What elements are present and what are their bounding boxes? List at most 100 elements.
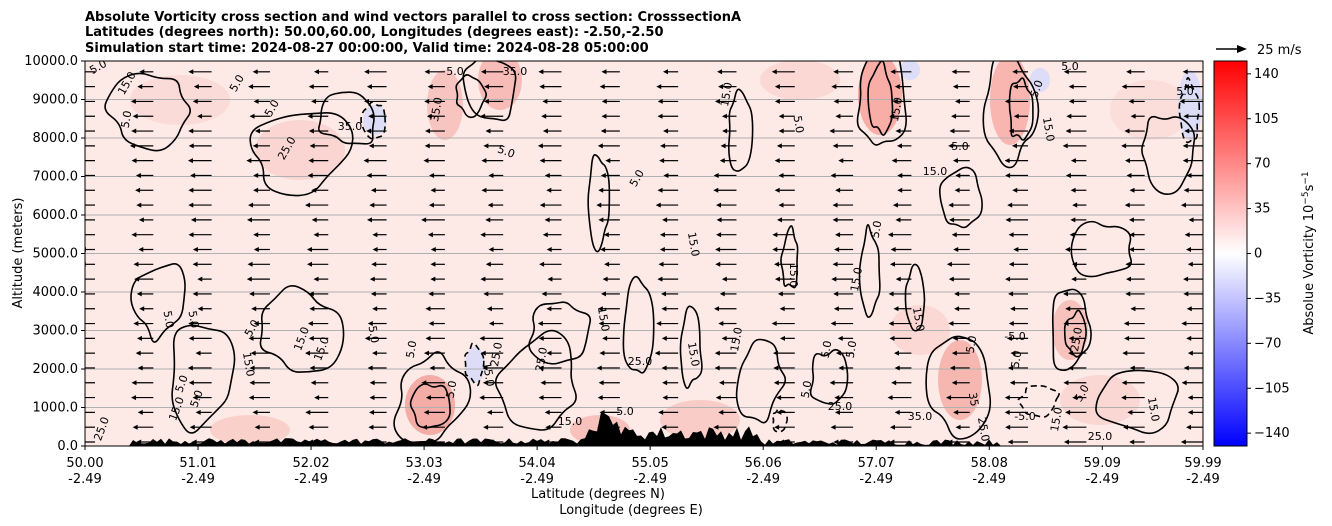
wind-vector xyxy=(311,217,329,223)
colorbar-tick-label: 0 xyxy=(1254,247,1262,262)
wind-vector xyxy=(254,424,270,430)
wind-vector-head xyxy=(834,409,840,415)
wind-vector-head xyxy=(479,395,485,401)
wind-vector-head xyxy=(1008,232,1014,238)
x-tick-label-lon: -2.49 xyxy=(859,472,893,487)
wind-vector xyxy=(137,84,154,90)
wind-vector xyxy=(485,217,504,223)
wind-vector xyxy=(832,143,854,149)
wind-vector-head xyxy=(366,128,372,134)
wind-vector xyxy=(713,424,737,430)
wind-vector xyxy=(85,426,95,428)
wind-vector xyxy=(188,202,212,208)
wind-vector-head xyxy=(430,187,436,193)
y-axis-label: Altitude (meters) xyxy=(11,198,26,309)
wind-vector-head xyxy=(131,158,137,164)
colorbar-tick-label: −140 xyxy=(1254,426,1290,441)
wind-vector xyxy=(1065,247,1087,252)
wind-vector xyxy=(1005,424,1029,430)
wind-vector xyxy=(248,202,270,208)
wind-vector xyxy=(1070,187,1087,193)
wind-vector xyxy=(131,232,154,238)
wind-vector-head xyxy=(1183,291,1189,297)
wind-vector xyxy=(307,113,329,119)
wind-vector-head xyxy=(544,217,550,223)
wind-vector-head xyxy=(952,335,958,341)
wind-vector-head xyxy=(1065,306,1071,312)
wind-vector xyxy=(85,396,95,399)
wind-vector-head xyxy=(718,321,724,327)
wind-vector xyxy=(604,261,620,267)
wind-vector xyxy=(890,247,912,252)
wind-vector-head xyxy=(428,202,434,208)
wind-vector-head xyxy=(137,365,143,371)
wind-vector xyxy=(366,128,387,134)
wind-vector-head xyxy=(430,247,436,252)
wind-vector xyxy=(364,98,387,104)
wind-vector xyxy=(1066,113,1087,119)
wind-vector-head xyxy=(829,128,835,134)
quiver-key-label: 25 m/s xyxy=(1257,43,1302,58)
wind-vector-head xyxy=(719,380,725,386)
wind-vector-head xyxy=(661,335,667,341)
wind-vector-head xyxy=(661,424,667,430)
wind-vector xyxy=(663,172,679,178)
wind-vector xyxy=(308,158,329,164)
wind-vector xyxy=(714,350,737,356)
wind-vector xyxy=(430,276,445,282)
wind-vector-head xyxy=(663,69,669,75)
x-tick-label-lat: 54.04 xyxy=(519,456,556,471)
wind-vector xyxy=(1126,276,1145,282)
x-tick-label-lon: -2.49 xyxy=(746,472,780,487)
wind-vector xyxy=(190,217,212,223)
wind-vector-head xyxy=(1185,247,1191,252)
wind-vector xyxy=(482,380,504,386)
wind-vector xyxy=(1121,143,1145,149)
wind-vector-head xyxy=(370,291,376,297)
contour-label: 5.0 xyxy=(1009,350,1025,369)
wind-vector xyxy=(539,202,562,208)
wind-vector xyxy=(897,172,912,178)
wind-vector xyxy=(601,69,620,75)
chart-title-line-1: Absolute Vorticity cross section and win… xyxy=(85,10,741,25)
contour-line xyxy=(1063,309,1087,358)
wind-vector-head xyxy=(79,69,84,74)
wind-vector-head xyxy=(837,335,843,341)
wind-vector-head xyxy=(537,321,543,327)
wind-vector xyxy=(129,143,154,149)
contour-label: 15.0 xyxy=(910,306,927,332)
wind-vector-head xyxy=(603,232,609,238)
wind-vector-head xyxy=(249,380,255,386)
wind-vector xyxy=(1008,261,1029,267)
wind-vector xyxy=(660,143,679,149)
wind-vector xyxy=(372,247,387,252)
wind-vector-head xyxy=(253,321,259,327)
wind-vector xyxy=(1183,84,1203,90)
wind-vector xyxy=(658,261,679,267)
wind-vector xyxy=(838,158,854,164)
wind-vector-head xyxy=(600,247,606,252)
wind-vector-head xyxy=(192,98,198,104)
wind-vector xyxy=(773,365,795,371)
wind-vector xyxy=(370,291,387,297)
wind-vector-head xyxy=(74,380,79,385)
wind-vector xyxy=(1126,69,1145,75)
x-axis-label-longitude: Longitude (degrees E) xyxy=(559,503,703,518)
wind-vector xyxy=(429,365,445,371)
wind-vector xyxy=(189,424,212,430)
wind-vector xyxy=(85,234,95,236)
wind-vector xyxy=(1070,217,1087,223)
wind-vector xyxy=(484,84,504,90)
wind-vector xyxy=(776,409,795,415)
wind-vector xyxy=(253,232,270,238)
wind-vector-head xyxy=(716,202,722,208)
wind-vector xyxy=(367,365,387,371)
wind-vector xyxy=(366,217,387,223)
wind-vector xyxy=(544,409,562,415)
wind-vector-head xyxy=(952,84,958,90)
vorticity-patch xyxy=(427,70,463,140)
wind-vector xyxy=(603,232,620,238)
wind-vector xyxy=(249,365,270,371)
contour-line xyxy=(856,61,907,146)
wind-vector-head xyxy=(1012,84,1018,90)
